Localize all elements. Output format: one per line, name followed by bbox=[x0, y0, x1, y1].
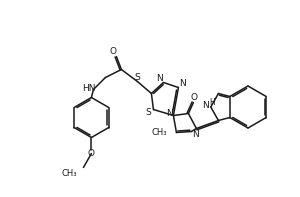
Text: N: N bbox=[179, 79, 186, 88]
Text: N: N bbox=[166, 109, 173, 118]
Text: O: O bbox=[110, 47, 117, 56]
Text: HN: HN bbox=[82, 84, 95, 93]
Text: CH₃: CH₃ bbox=[62, 169, 77, 178]
Text: N: N bbox=[202, 100, 209, 110]
Text: O: O bbox=[88, 149, 95, 158]
Text: S: S bbox=[134, 73, 140, 82]
Text: H: H bbox=[209, 98, 215, 107]
Text: O: O bbox=[191, 93, 198, 102]
Text: S: S bbox=[146, 108, 151, 117]
Text: N: N bbox=[156, 74, 163, 83]
Text: CH₃: CH₃ bbox=[152, 128, 167, 137]
Text: N: N bbox=[192, 130, 199, 139]
